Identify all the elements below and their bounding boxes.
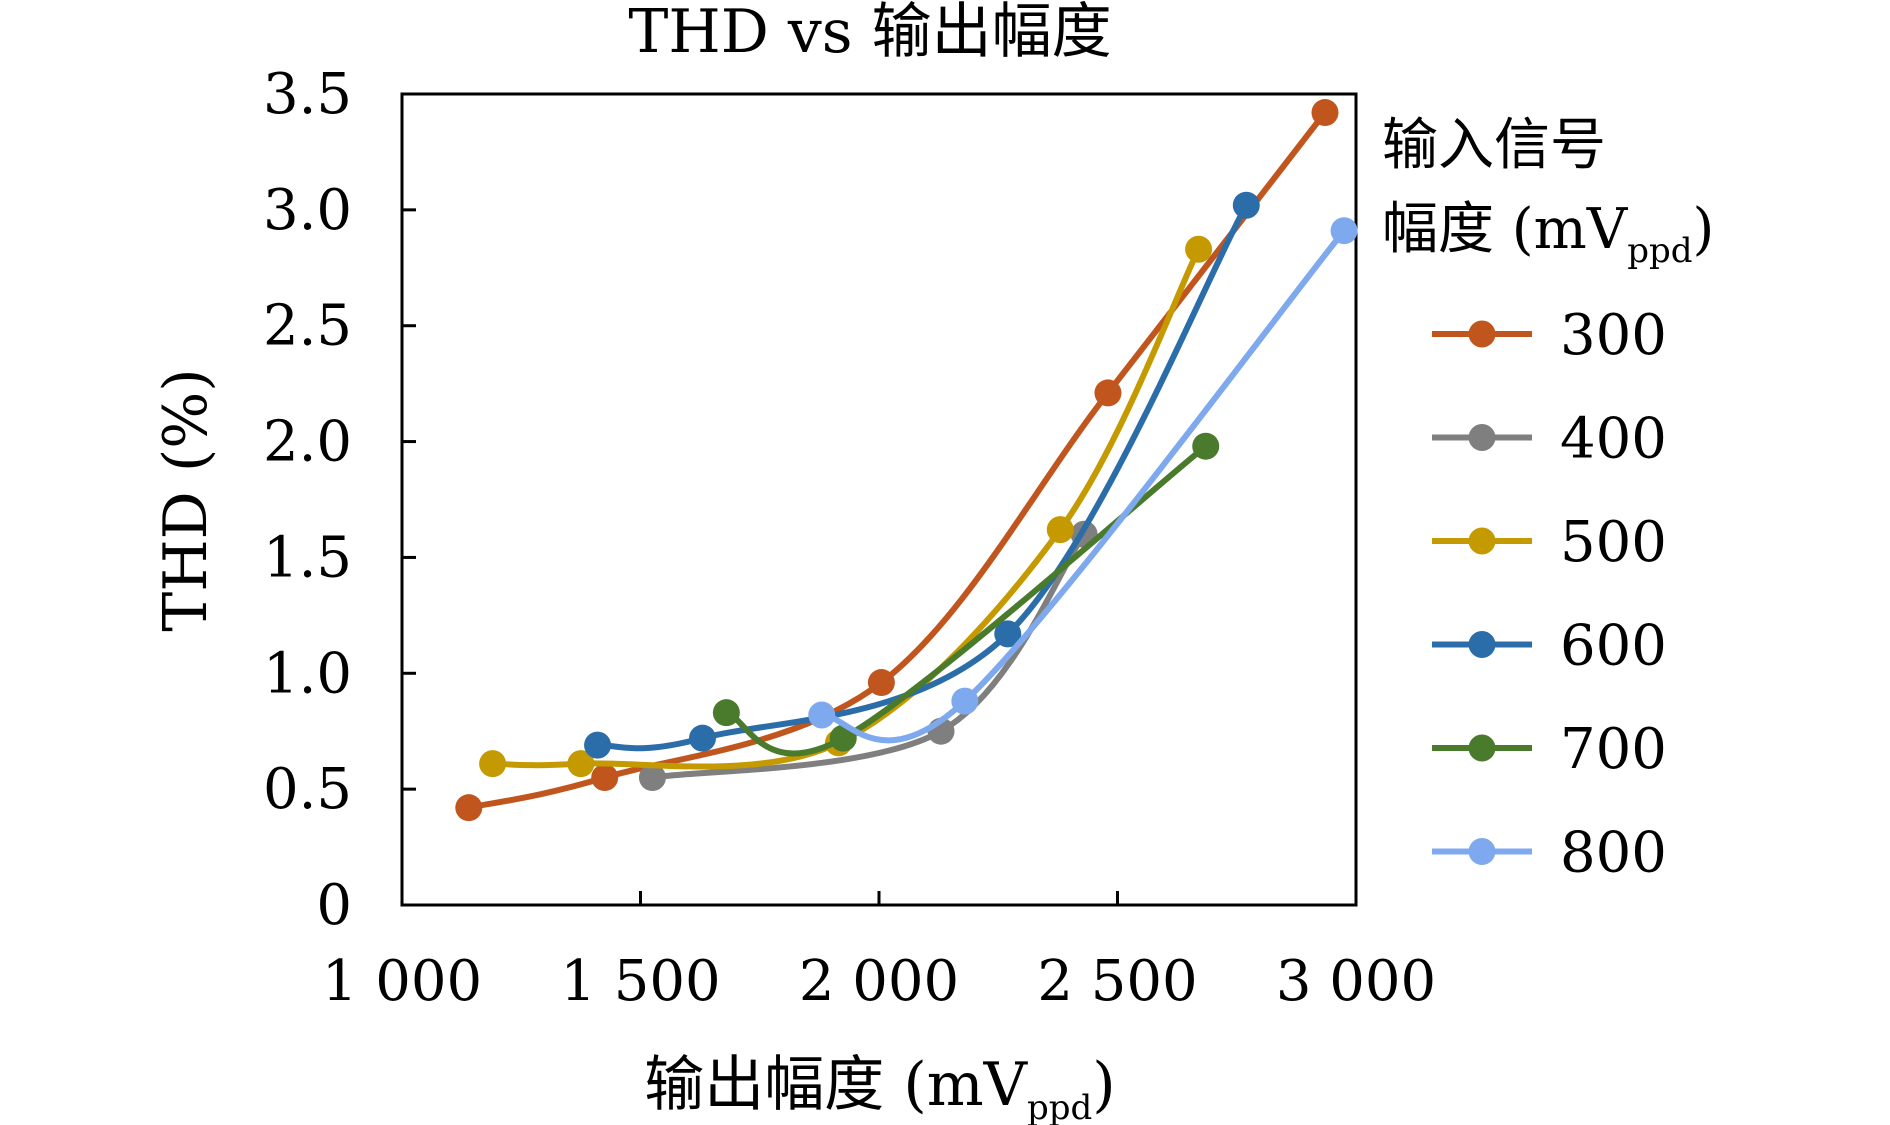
- data-point: [1232, 191, 1260, 219]
- series-line-800: [818, 227, 1348, 744]
- legend-title-line2-main: 幅度 (mV: [1382, 197, 1629, 262]
- data-point: [808, 701, 836, 729]
- y-tick-label: 3.5: [263, 62, 352, 127]
- series-500: [479, 235, 1213, 778]
- legend-swatch-marker: [1468, 424, 1496, 451]
- y-tick-label: 2.0: [263, 410, 352, 475]
- series-line-600: [594, 202, 1250, 752]
- x-tick-label: 1 000: [322, 949, 482, 1014]
- legend-title-line2: 幅度 (mVppd): [1382, 197, 1714, 271]
- y-tick-label: 0.5: [263, 757, 352, 822]
- data-point: [689, 724, 717, 752]
- data-point: [1311, 99, 1339, 127]
- y-tick-label: 1.0: [263, 641, 352, 706]
- legend-label: 600: [1560, 614, 1667, 679]
- plot-frame: [400, 92, 1358, 907]
- data-point: [591, 764, 619, 792]
- x-axis-label-suffix: ): [1092, 1050, 1115, 1120]
- legend-label: 400: [1560, 407, 1667, 472]
- x-axis-label: 输出幅度 (mVppd): [644, 1050, 1115, 1125]
- legend-title-sub: ppd: [1627, 231, 1692, 271]
- data-point: [567, 750, 595, 778]
- data-point: [584, 731, 612, 759]
- data-point: [867, 669, 895, 697]
- y-tick-label: 3.0: [263, 178, 352, 243]
- data-point: [1192, 432, 1220, 460]
- x-axis-label-sub: ppd: [1027, 1088, 1092, 1125]
- series-600: [584, 191, 1260, 759]
- x-tick-label: 3 000: [1276, 949, 1436, 1014]
- legend-label: 800: [1560, 821, 1667, 886]
- legend-swatch-marker: [1468, 320, 1496, 348]
- legend-swatch-marker: [1468, 838, 1496, 865]
- data-point: [1185, 235, 1213, 263]
- legend-label: 300: [1560, 303, 1667, 368]
- legend-entry-800: 800: [1432, 821, 1667, 886]
- x-tick-label: 1 500: [560, 949, 720, 1014]
- legend-title-suffix: ): [1693, 197, 1715, 262]
- legend-entry-700: 700: [1432, 717, 1667, 782]
- plot-area: 1 000 1 500 2 000 2 500 3 000 0 0.5 1.0 1.5 2.0 2.…: [263, 62, 1436, 1014]
- x-tick-label: 2 500: [1037, 949, 1197, 1014]
- legend-entries: 300 400 500 600 700 800: [1432, 303, 1667, 886]
- x-tick-label: 2 000: [799, 949, 959, 1014]
- y-tick-label: 1.5: [263, 525, 352, 590]
- data-point: [712, 699, 740, 727]
- y-tick-label: 0: [316, 873, 352, 938]
- legend-entry-400: 400: [1432, 407, 1667, 472]
- data-point: [1046, 516, 1074, 544]
- legend-label: 700: [1560, 717, 1667, 782]
- legend-swatch-marker: [1468, 527, 1496, 555]
- series-line-400: [649, 531, 1088, 781]
- legend-entry-500: 500: [1432, 510, 1667, 575]
- legend-entry-300: 300: [1432, 303, 1667, 368]
- legend-entry-600: 600: [1432, 614, 1667, 679]
- legend-label: 500: [1560, 510, 1667, 575]
- legend: 输入信号 幅度 (mVppd) 300 400 500 600 700 800: [1382, 113, 1714, 886]
- y-axis-label: THD (%): [151, 368, 221, 631]
- data-point: [1094, 379, 1122, 407]
- legend-title-line1: 输入信号: [1382, 113, 1606, 178]
- series-line-500: [489, 246, 1202, 770]
- x-axis-label-main: 输出幅度 (mV: [644, 1050, 1028, 1120]
- series-layer: [455, 99, 1358, 822]
- y-tick-label: 2.5: [263, 294, 352, 359]
- series-300: [455, 99, 1339, 822]
- tick-layer: 1 000 1 500 2 000 2 500 3 000 0 0.5 1.0 1.5 2.0 2.…: [263, 62, 1436, 1014]
- series-800: [808, 217, 1358, 744]
- data-point: [1330, 217, 1358, 245]
- data-point: [479, 750, 507, 778]
- legend-swatch-marker: [1468, 631, 1496, 658]
- data-point: [638, 764, 666, 792]
- legend-swatch-marker: [1468, 734, 1496, 762]
- data-point: [994, 620, 1022, 648]
- chart-title: THD vs 输出幅度: [628, 0, 1111, 67]
- data-point: [455, 794, 483, 822]
- data-point: [951, 687, 979, 715]
